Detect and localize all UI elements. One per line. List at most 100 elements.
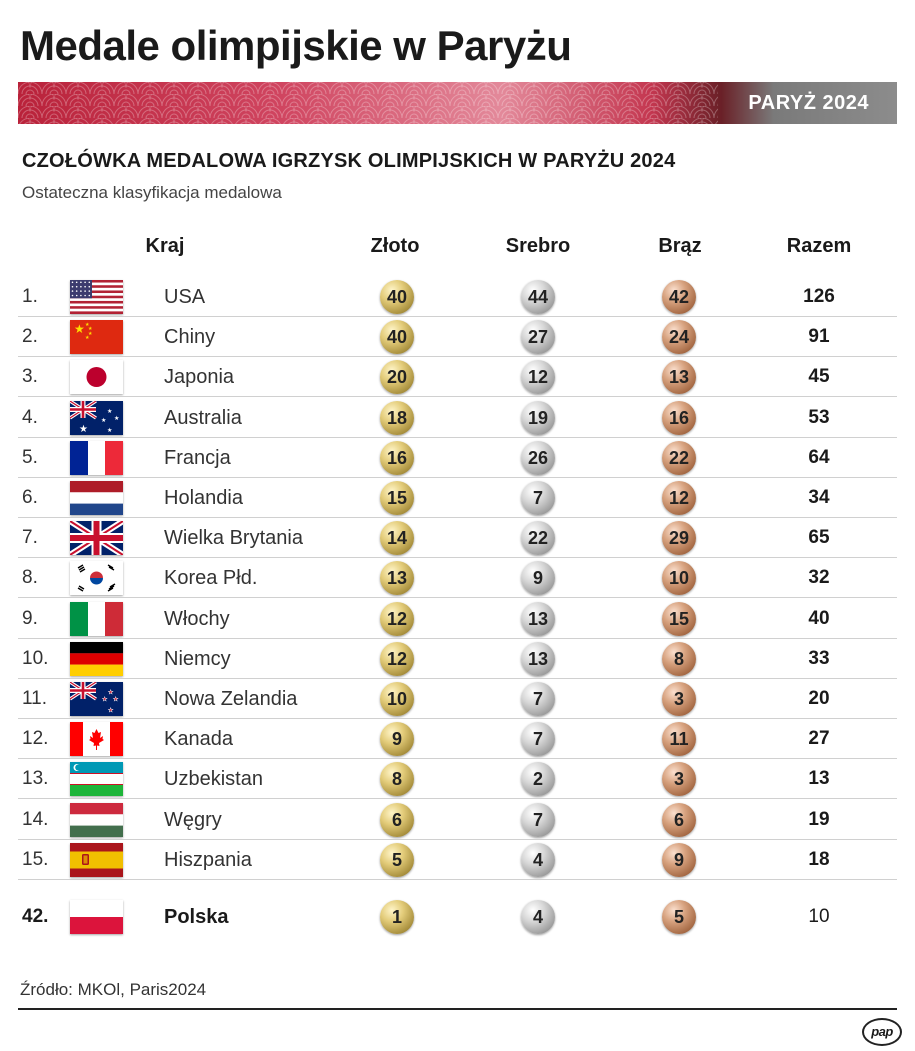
gold-medal-count: 6: [380, 802, 414, 837]
silver-medal-count: 9: [521, 561, 555, 596]
country-name: Włochy: [164, 607, 230, 630]
table-row-wielka-brytania: 7. Wielka Brytania 14 22 29 65: [18, 518, 897, 559]
table-row-wlochy: 9. Włochy 12 13 15 40: [18, 599, 897, 639]
svg-text:★: ★: [108, 689, 113, 696]
bronze-medal-count: 5: [662, 900, 696, 934]
svg-text:★: ★: [85, 322, 90, 328]
rank: 9.: [22, 607, 38, 629]
country-name: Holandia: [164, 487, 243, 509]
country-name: Niemcy: [164, 647, 231, 670]
rank: 15.: [22, 848, 49, 870]
bronze-medal-count: 6: [662, 802, 696, 837]
table-row-francja: 5. Francja 16 26 22 64: [18, 438, 897, 478]
silver-medal-count: 12: [521, 360, 555, 395]
gold-medal-count: 12: [380, 601, 414, 636]
total-medal-count: 91: [808, 326, 830, 348]
header-total: Razem: [786, 235, 852, 257]
total-medal-count: 126: [803, 286, 835, 307]
row-divider: [18, 677, 897, 679]
pap-logo: pap: [862, 1018, 902, 1046]
silver-medal-count: 22: [521, 521, 555, 556]
svg-text:★: ★: [85, 335, 90, 341]
svg-text:★: ★: [114, 415, 119, 422]
silver-medal-count: 7: [521, 481, 555, 515]
gold-medal-count: 5: [380, 842, 414, 877]
japan-flag-icon: [70, 360, 123, 395]
country-name: Japonia: [164, 366, 235, 389]
chart-subtitle: CZOŁÓWKA MEDALOWA IGRZYSK OLIMPIJSKICH W…: [22, 150, 676, 172]
silver-medal-count: 4: [521, 842, 555, 877]
total-medal-count: 40: [808, 607, 830, 629]
table-row-nowa-zelandia: 11. ★ ★ ★ ★ Nowa Zelandia 10 7 3 20: [18, 679, 897, 719]
table-row-kanada: 12. Kanada 9 7 11 27: [18, 719, 897, 760]
total-medal-count: 53: [808, 406, 830, 428]
table-row-niemcy: 10. Niemcy 12 13 8 33: [18, 639, 897, 679]
rank: 7.: [22, 527, 38, 549]
bronze-medal-count: 12: [662, 481, 696, 515]
table-row-usa: 1. USA 40 44 42 126: [18, 277, 897, 317]
hungary-flag-icon: [70, 802, 123, 837]
source-note: Źródło: MKOl, Paris2024: [20, 980, 207, 999]
bronze-medal-count: 16: [662, 400, 696, 435]
silver-medal-count: 2: [521, 762, 555, 797]
rank: 3.: [22, 366, 38, 388]
row-divider: [18, 557, 897, 559]
gold-medal-count: 13: [380, 561, 414, 596]
netherlands-flag-icon: [70, 481, 123, 515]
bronze-medal-count: 9: [662, 842, 696, 877]
uzbekistan-flag-icon: [70, 762, 123, 797]
row-divider: [18, 356, 897, 358]
bronze-medal-count: 15: [662, 601, 696, 636]
rank: 42.: [22, 906, 49, 927]
rank: 11.: [22, 688, 48, 709]
germany-flag-icon: [70, 641, 123, 676]
italy-flag-icon: [70, 601, 123, 636]
silver-medal-count: 19: [521, 400, 555, 435]
gold-medal-count: 1: [380, 900, 414, 934]
row-divider: [18, 838, 897, 840]
row-divider: [18, 878, 897, 880]
row-divider: [18, 637, 897, 639]
australia-flag-icon: ★ ★ ★ ★ ★: [70, 400, 123, 435]
total-medal-count: 45: [808, 366, 830, 388]
bronze-medal-count: 29: [662, 521, 696, 556]
row-divider: [18, 798, 897, 800]
row-divider: [18, 718, 897, 719]
gold-medal-count: 15: [380, 481, 414, 515]
rank: 13.: [22, 768, 49, 790]
gold-medal-count: 40: [380, 280, 414, 314]
silver-medal-count: 26: [521, 440, 555, 475]
silver-medal-count: 7: [521, 722, 555, 757]
bronze-medal-count: 22: [662, 440, 696, 475]
total-medal-count: 13: [808, 768, 830, 790]
gold-medal-count: 18: [380, 400, 414, 435]
gold-medal-count: 10: [380, 682, 414, 716]
header-bronze: Brąz: [658, 235, 702, 257]
total-medal-count: 33: [808, 647, 830, 669]
bronze-medal-count: 13: [662, 360, 696, 395]
bronze-medal-count: 42: [662, 280, 696, 314]
bronze-medal-count: 3: [662, 682, 696, 716]
total-medal-count: 10: [808, 906, 830, 927]
row-divider: [18, 396, 897, 398]
silver-medal-count: 13: [521, 641, 555, 676]
row-divider: [18, 597, 897, 599]
header-gold: Złoto: [370, 235, 420, 257]
bronze-medal-count: 3: [662, 762, 696, 797]
china-flag-icon: ★ ★ ★ ★ ★: [70, 320, 123, 355]
rank: 12.: [22, 728, 49, 750]
country-name: Kanada: [164, 728, 233, 751]
header-silver: Srebro: [505, 235, 571, 257]
gold-medal-count: 8: [380, 762, 414, 797]
row-divider: [18, 316, 897, 317]
country-name: Australia: [164, 406, 242, 429]
gold-medal-count: 12: [380, 641, 414, 676]
total-medal-count: 65: [808, 527, 830, 549]
silver-medal-count: 7: [521, 682, 555, 716]
korea-flag-icon: [70, 561, 123, 596]
total-medal-count: 32: [808, 567, 830, 589]
svg-text:★: ★: [107, 408, 112, 415]
poland-flag-icon: [70, 900, 123, 934]
chart-description: Ostateczna klasyfikacja medalowa: [22, 183, 282, 202]
spain-flag-icon: [70, 842, 123, 877]
